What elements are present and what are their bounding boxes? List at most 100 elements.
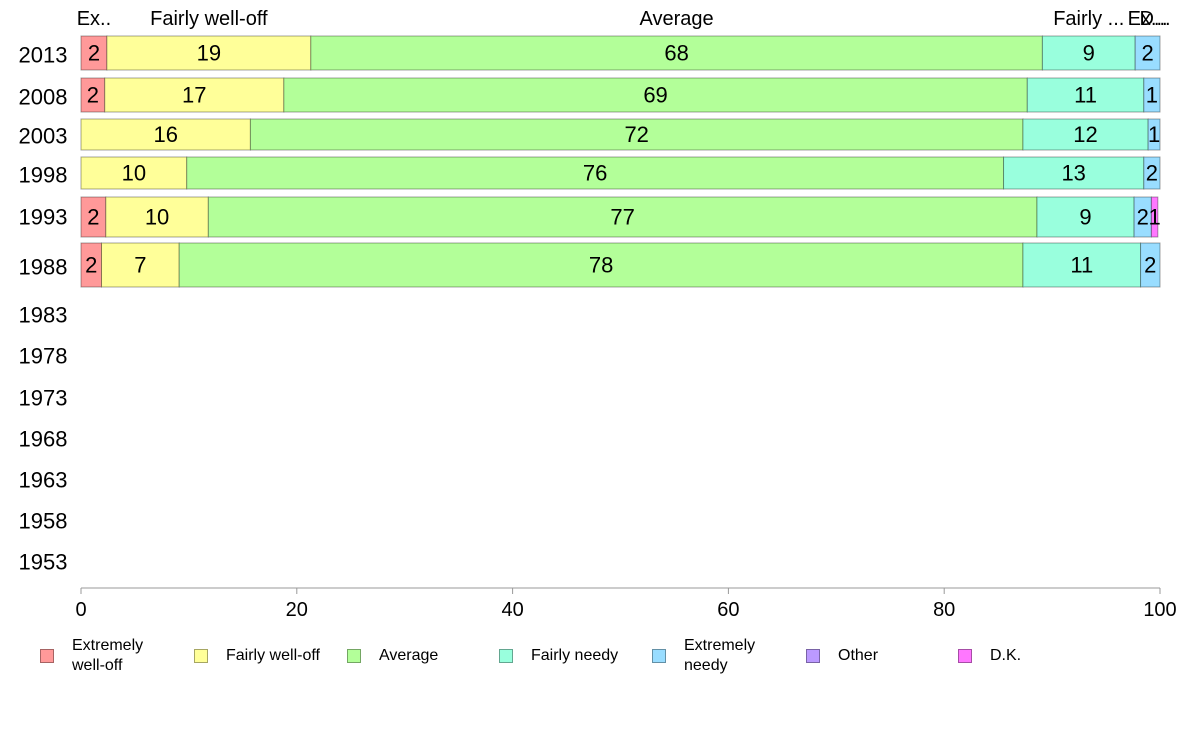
- data-label-1993-series-0: 2: [87, 205, 99, 230]
- row-label-1968: 1968: [19, 427, 68, 452]
- data-label-1998-series-4: 2: [1146, 161, 1158, 186]
- header-label-series-6: D...: [1139, 8, 1170, 30]
- legend-item-5: Other: [806, 646, 878, 666]
- header-label-series-1: Fairly well-off: [150, 8, 268, 30]
- data-label-1988-series-0: 2: [85, 253, 97, 278]
- legend-label-1: Fairly well-off: [226, 647, 320, 664]
- bar-row-1973: 1973: [19, 386, 68, 411]
- data-label-2013-series-3: 9: [1083, 41, 1095, 66]
- row-label-2008: 2008: [19, 85, 68, 110]
- data-label-2003-series-2: 72: [624, 122, 648, 147]
- bar-1993-series-3: [1036, 196, 1135, 238]
- row-label-2013: 2013: [19, 43, 68, 68]
- data-label-2003-series-1: 16: [153, 122, 177, 147]
- bar-1993-series-1: [105, 196, 209, 238]
- header-label-series-2: Average: [640, 8, 714, 30]
- data-label-2008-series-3: 11: [1074, 83, 1097, 108]
- legend-swatch-5: [806, 649, 820, 663]
- bar-1988-series-3: [1022, 242, 1142, 288]
- data-label-1993-series-6: 1: [1148, 205, 1160, 230]
- bar-2008-series-3: [1026, 77, 1145, 113]
- x-tick-label-20: 20: [286, 599, 308, 621]
- data-label-2003-series-4: 1: [1148, 122, 1160, 147]
- data-label-1993-series-3: 9: [1079, 205, 1091, 230]
- data-label-1988-series-4: 2: [1144, 253, 1156, 278]
- bar-2003-series-2: [249, 118, 1024, 151]
- legend-label-3: Fairly needy: [531, 647, 619, 664]
- data-label-1988-series-1: 7: [134, 253, 146, 278]
- bar-2003-series-3: [1022, 118, 1149, 151]
- data-label-1998-series-3: 13: [1061, 161, 1085, 186]
- header-label-series-0: Ex..: [77, 8, 111, 30]
- legend-item-3: Fairly needy: [499, 646, 618, 666]
- bar-2013-series-1: [106, 35, 312, 71]
- row-label-1983: 1983: [19, 303, 68, 328]
- bar-1988-series-4: [1140, 242, 1161, 288]
- stacked-bar-chart: Ex.. Fairly well-off Average Fairly ... Ex..…: [19, 8, 1177, 621]
- bar-1998-series-3: [1003, 156, 1145, 190]
- bar-row-1953: 1953: [19, 550, 68, 575]
- legend-label-4: Extremely needy: [684, 637, 756, 674]
- data-label-2013-series-2: 68: [664, 41, 688, 66]
- row-label-1978: 1978: [19, 344, 68, 369]
- header-label-series-4: Ex...: [1128, 8, 1168, 30]
- series-header-labels: Ex.. Fairly well-off Average Fairly ... Ex..…: [77, 8, 1171, 30]
- data-label-1988-series-2: 78: [589, 253, 613, 278]
- legend-label-2: Average: [379, 647, 439, 664]
- row-label-1958: 1958: [19, 509, 68, 534]
- data-label-2008-series-1: 17: [182, 83, 206, 108]
- data-label-2013-series-4: 2: [1141, 41, 1153, 66]
- row-label-1973: 1973: [19, 386, 68, 411]
- data-label-1988-series-3: 11: [1070, 253, 1093, 278]
- data-label-1998-series-2: 76: [583, 161, 607, 186]
- bar-2003-series-4: [1147, 118, 1161, 151]
- row-label-1998: 1998: [19, 163, 68, 188]
- data-label-2008-series-4: 1: [1146, 83, 1158, 108]
- bar-2008-series-4: [1143, 77, 1161, 113]
- data-label-1993-series-1: 10: [145, 205, 169, 230]
- x-tick-label-100: 100: [1143, 599, 1176, 621]
- legend-swatch-0: [40, 649, 54, 663]
- bar-1993-series-0: [80, 196, 107, 238]
- row-label-1988: 1988: [19, 255, 68, 280]
- data-label-2013-series-1: 19: [197, 41, 221, 66]
- row-label-2003: 2003: [19, 124, 68, 149]
- bar-row-1983: 1983: [19, 303, 68, 328]
- legend-swatch-2: [347, 649, 361, 663]
- data-label-1993-series-4: 2: [1137, 205, 1149, 230]
- bar-row-1978: 1978: [19, 344, 68, 369]
- bar-row-2008: 2008 2 17 69 11 1: [19, 77, 1161, 113]
- bar-row-2013: 2013 2 19 68 9 2: [19, 35, 1161, 71]
- legend-item-6: D.K.: [958, 646, 1021, 666]
- bar-2008-series-2: [283, 77, 1028, 113]
- bar-2013-series-4: [1134, 35, 1161, 71]
- x-tick-label-80: 80: [933, 599, 955, 621]
- row-label-1953: 1953: [19, 550, 68, 575]
- legend-item-1: Fairly well-off: [194, 646, 320, 666]
- bar-1998-series-1: [80, 156, 188, 190]
- row-label-1993: 1993: [19, 205, 68, 230]
- bar-row-1963: 1963: [19, 468, 68, 493]
- bar-row-1988: 1988 2 7 78 11 2: [19, 242, 1161, 288]
- x-axis: 0 20 40 60 80 100: [75, 587, 1177, 621]
- bar-1988-series-2: [178, 242, 1024, 288]
- legend-label-6: D.K.: [990, 647, 1022, 664]
- bar-row-1998: 1998 10 76 13 2: [19, 156, 1161, 190]
- legend-swatch-6: [958, 649, 972, 663]
- legend-swatch-3: [499, 649, 513, 663]
- data-label-2008-series-2: 69: [643, 83, 667, 108]
- bar-2008-series-1: [104, 77, 285, 113]
- legend-item-2: Average: [347, 646, 438, 666]
- data-label-2013-series-0: 2: [88, 41, 100, 66]
- bar-2013-series-0: [80, 35, 108, 71]
- bar-row-1958: 1958: [19, 509, 68, 534]
- bar-1993-series-2: [207, 196, 1038, 238]
- data-label-2003-series-3: 12: [1073, 122, 1097, 147]
- data-label-1998-series-1: 10: [122, 161, 146, 186]
- bar-1988-series-1: [101, 242, 180, 288]
- data-label-2008-series-0: 2: [87, 83, 99, 108]
- bar-row-1993: 1993 2 10 77 9 2 1: [19, 196, 1161, 238]
- legend-swatch-1: [194, 649, 208, 663]
- bar-row-2003: 2003 16 72 12 1: [19, 118, 1161, 151]
